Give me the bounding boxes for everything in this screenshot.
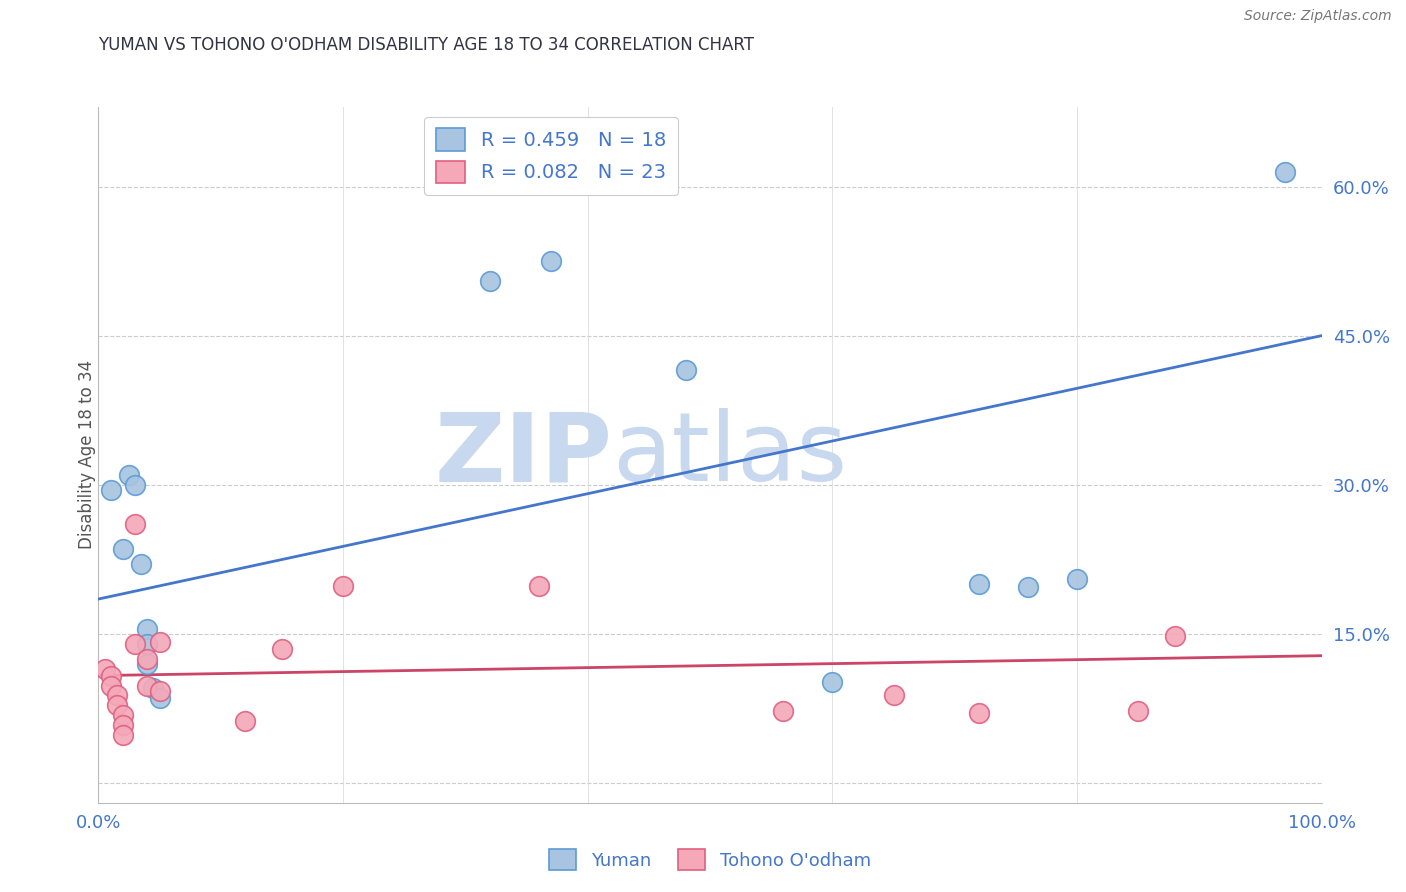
Point bbox=[1066, 572, 1088, 586]
Point bbox=[124, 477, 146, 491]
Point bbox=[332, 579, 354, 593]
Legend: Yuman, Tohono O'odham: Yuman, Tohono O'odham bbox=[543, 842, 877, 877]
Point bbox=[675, 363, 697, 377]
Point bbox=[1164, 629, 1187, 643]
Point bbox=[772, 704, 794, 718]
Point bbox=[478, 274, 501, 288]
Point bbox=[111, 728, 134, 742]
Point bbox=[142, 681, 165, 696]
Point bbox=[149, 634, 172, 648]
Point bbox=[136, 657, 159, 671]
Point bbox=[967, 577, 990, 591]
Point bbox=[105, 689, 128, 703]
Point bbox=[527, 579, 550, 593]
Point bbox=[100, 679, 122, 693]
Point bbox=[883, 689, 905, 703]
Point bbox=[129, 558, 152, 572]
Point bbox=[136, 622, 159, 636]
Text: ZIP: ZIP bbox=[434, 409, 612, 501]
Point bbox=[821, 674, 844, 689]
Point bbox=[118, 467, 141, 482]
Point bbox=[100, 483, 122, 497]
Point bbox=[105, 698, 128, 713]
Point bbox=[124, 517, 146, 532]
Point bbox=[111, 708, 134, 723]
Point bbox=[136, 637, 159, 651]
Point bbox=[1017, 580, 1039, 594]
Point bbox=[149, 684, 172, 698]
Y-axis label: Disability Age 18 to 34: Disability Age 18 to 34 bbox=[79, 360, 96, 549]
Text: Source: ZipAtlas.com: Source: ZipAtlas.com bbox=[1244, 9, 1392, 23]
Point bbox=[1274, 164, 1296, 178]
Text: atlas: atlas bbox=[612, 409, 848, 501]
Point bbox=[93, 662, 115, 676]
Point bbox=[136, 679, 159, 693]
Point bbox=[967, 706, 990, 721]
Point bbox=[111, 542, 134, 557]
Point bbox=[540, 254, 562, 268]
Point bbox=[1128, 704, 1150, 718]
Point bbox=[124, 637, 146, 651]
Point bbox=[111, 718, 134, 732]
Point bbox=[149, 691, 172, 706]
Point bbox=[100, 668, 122, 682]
Point bbox=[233, 714, 256, 729]
Text: YUMAN VS TOHONO O'ODHAM DISABILITY AGE 18 TO 34 CORRELATION CHART: YUMAN VS TOHONO O'ODHAM DISABILITY AGE 1… bbox=[98, 36, 755, 54]
Point bbox=[136, 651, 159, 665]
Point bbox=[270, 641, 294, 656]
